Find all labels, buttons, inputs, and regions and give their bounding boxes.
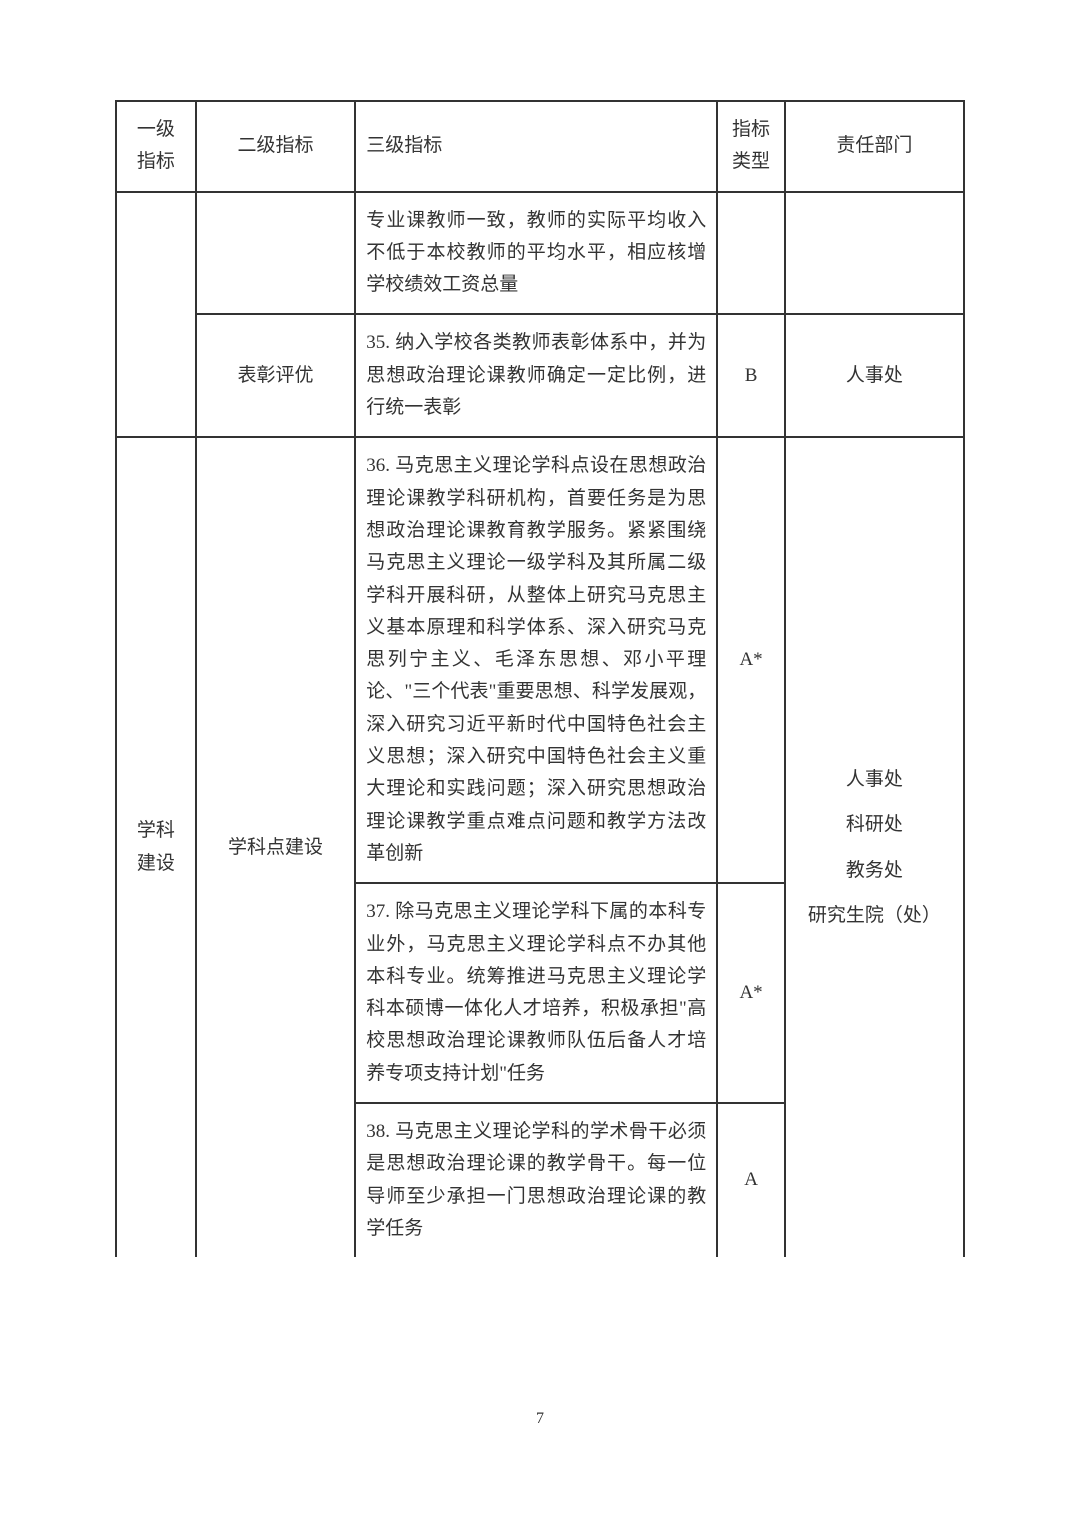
cell-level1: 学科建设 (116, 437, 196, 1257)
cell-level1-empty (116, 314, 196, 437)
cell-type: A* (717, 437, 784, 883)
cell-level3: 35. 纳入学校各类教师表彰体系中，并为思想政治理论课教师确定一定比例，进行统一… (355, 314, 717, 437)
header-dept: 责任部门 (785, 101, 964, 192)
cell-level3: 37. 除马克思主义理论学科下属的本科专业外，马克思主义理论学科点不办其他本科专… (355, 883, 717, 1103)
cell-dept: 人事处 (785, 314, 964, 437)
page-number: 7 (0, 1410, 1080, 1428)
cell-level3: 专业课教师一致，教师的实际平均收入不低于本校教师的平均水平，相应核增学校绩效工资… (355, 192, 717, 315)
header-type: 指标类型 (717, 101, 784, 192)
cell-type: A* (717, 883, 784, 1103)
table-row: 专业课教师一致，教师的实际平均收入不低于本校教师的平均水平，相应核增学校绩效工资… (116, 192, 964, 315)
header-level3: 三级指标 (355, 101, 717, 192)
evaluation-table: 一级指标 二级指标 三级指标 指标类型 责任部门 专业课教师一致，教师的实际平均… (115, 100, 965, 1257)
cell-dept-empty (785, 192, 964, 315)
header-row: 一级指标 二级指标 三级指标 指标类型 责任部门 (116, 101, 964, 192)
cell-type: B (717, 314, 784, 437)
cell-type-empty (717, 192, 784, 315)
cell-level2: 学科点建设 (196, 437, 356, 1257)
cell-type: A (717, 1103, 784, 1257)
header-level2: 二级指标 (196, 101, 356, 192)
table-row: 学科建设 学科点建设 36. 马克思主义理论学科点设在思想政治理论课教学科研机构… (116, 437, 964, 883)
cell-level3: 36. 马克思主义理论学科点设在思想政治理论课教学科研机构，首要任务是为思想政治… (355, 437, 717, 883)
header-level1: 一级指标 (116, 101, 196, 192)
table-row: 表彰评优 35. 纳入学校各类教师表彰体系中，并为思想政治理论课教师确定一定比例… (116, 314, 964, 437)
cell-level1-empty (116, 192, 196, 315)
cell-level2: 表彰评优 (196, 314, 356, 437)
cell-level3: 38. 马克思主义理论学科的学术骨干必须是思想政治理论课的教学骨干。每一位导师至… (355, 1103, 717, 1257)
cell-dept: 人事处科研处教务处研究生院（处） (785, 437, 964, 1257)
cell-level2-empty (196, 192, 356, 315)
